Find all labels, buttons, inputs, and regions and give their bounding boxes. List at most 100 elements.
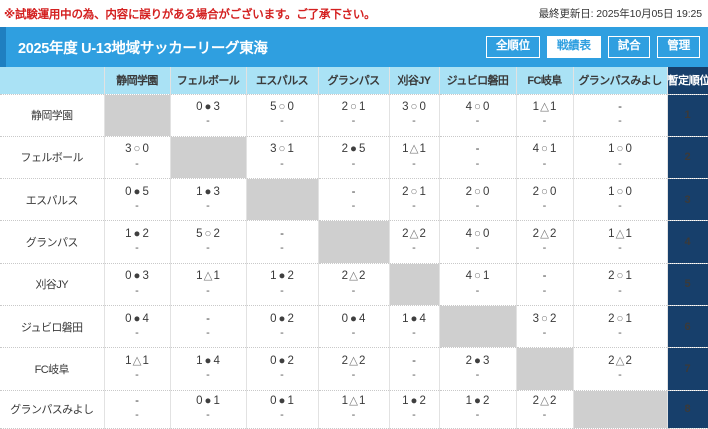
away-score: 4 <box>142 312 149 325</box>
match-result-secondary: - <box>618 242 622 255</box>
match-cell[interactable]: 1△1- <box>104 347 171 391</box>
home-score: 2 <box>608 354 615 367</box>
match-cell[interactable]: 1△1- <box>389 136 440 180</box>
away-score: 1 <box>625 228 632 240</box>
match-result-secondary: - <box>280 115 284 128</box>
self-cell <box>170 136 247 180</box>
match-cell[interactable]: 0 ● 1- <box>246 390 319 429</box>
match-cell-empty[interactable]: -- <box>573 94 668 137</box>
match-cell[interactable]: 4 ○ 0- <box>439 220 517 264</box>
match-cell[interactable]: 1△1- <box>318 390 390 429</box>
match-cell[interactable]: 0 ● 3- <box>104 263 171 306</box>
home-score: 1 <box>608 228 615 240</box>
match-cell[interactable]: 1△1- <box>170 263 247 306</box>
match-cell[interactable]: 2 ● 5- <box>318 136 390 180</box>
nav-button-0[interactable]: 全順位 <box>485 35 540 59</box>
match-cell[interactable]: 2 ○ 1- <box>573 305 668 349</box>
match-cell[interactable]: 2△2- <box>516 220 574 264</box>
win-mark-icon: ○ <box>278 101 286 114</box>
match-cell-empty[interactable]: -- <box>389 347 440 391</box>
match-cell[interactable]: 2△2- <box>318 263 390 306</box>
away-score: 2 <box>287 270 294 283</box>
match-cell[interactable]: 5 ○ 2- <box>170 220 247 264</box>
match-cell[interactable]: 2 ○ 0- <box>516 178 574 222</box>
home-score: 1 <box>196 270 203 283</box>
match-result-secondary: - <box>351 409 356 422</box>
match-cell[interactable]: 5 ○ 0- <box>246 94 319 137</box>
match-cell[interactable]: 1 ● 2- <box>246 263 319 306</box>
match-cell[interactable]: 1 ○ 0- <box>573 178 668 222</box>
match-cell[interactable]: 4 ○ 0- <box>439 94 517 137</box>
standings-table-wrapper: 静岡学園 フェルボール エスパルス グランパス 刈谷JY ジュビロ磐田 FC岐阜 グランパスみ… <box>0 67 708 429</box>
match-cell-empty[interactable]: -- <box>246 220 319 264</box>
match-result-secondary: - <box>206 326 210 339</box>
match-cell-empty[interactable]: -- <box>104 390 171 429</box>
match-cell[interactable]: 2△2- <box>389 220 440 264</box>
away-score: 1 <box>625 312 632 325</box>
match-cell[interactable]: 2△2- <box>516 390 574 429</box>
match-result-secondary: - <box>135 157 139 170</box>
win-mark-icon: ○ <box>616 312 624 325</box>
loss-mark-icon: ● <box>204 101 212 114</box>
match-cell[interactable]: 0 ● 2- <box>246 305 319 349</box>
match-cell-empty[interactable]: -- <box>516 263 574 306</box>
match-cell[interactable]: 2△2- <box>573 347 668 391</box>
match-cell[interactable]: 4 ○ 1- <box>516 136 574 180</box>
match-cell[interactable]: 0 ● 3- <box>170 94 247 137</box>
match-cell[interactable]: 3 ○ 1- <box>246 136 319 180</box>
match-cell[interactable]: 3 ○ 0- <box>104 136 171 180</box>
away-score: 2 <box>483 395 490 408</box>
match-cell-empty[interactable]: -- <box>318 178 390 222</box>
match-cell[interactable]: 2 ○ 1- <box>389 178 440 222</box>
match-cell[interactable]: 2 ○ 1- <box>573 263 668 306</box>
match-cell[interactable]: 1 ● 2- <box>439 390 517 429</box>
table-head: 静岡学園 フェルボール エスパルス グランパス 刈谷JY ジュビロ磐田 FC岐阜 グランパスみ… <box>0 67 708 95</box>
win-mark-icon: ○ <box>410 185 418 198</box>
match-cell[interactable]: 1 ● 3- <box>170 178 247 222</box>
nav-button-2[interactable]: 試合 <box>607 35 651 59</box>
match-cell[interactable]: 1△1- <box>573 220 668 264</box>
match-cell[interactable]: 0 ● 4- <box>318 305 390 349</box>
match-result-primary: 0 ● 3 <box>171 101 246 114</box>
match-cell[interactable]: 1 ● 4- <box>170 347 247 391</box>
match-result-primary: - <box>475 143 480 156</box>
match-cell[interactable]: 1 ● 2- <box>104 220 171 264</box>
match-cell[interactable]: 2 ● 3- <box>439 347 517 391</box>
match-cell[interactable]: 2 ○ 1- <box>318 94 390 137</box>
away-score: 4 <box>213 354 220 367</box>
rank-value: 7 <box>667 347 708 391</box>
match-result-secondary: - <box>618 326 622 339</box>
match-result-primary: 4 ○ 0 <box>440 228 516 241</box>
away-score: 4 <box>419 312 426 325</box>
match-cell[interactable]: 1 ● 4- <box>389 305 440 349</box>
home-score: 2 <box>532 395 539 408</box>
away-score: 1 <box>213 395 220 408</box>
match-cell[interactable]: 1 ● 2- <box>389 390 440 429</box>
match-cell-empty[interactable]: -- <box>170 305 247 349</box>
match-cell[interactable]: 0 ● 4- <box>104 305 171 349</box>
match-result-primary: 5 ○ 0 <box>247 101 318 114</box>
match-cell[interactable]: 1 ○ 0- <box>573 136 668 180</box>
match-cell[interactable]: 4 ○ 1- <box>439 263 517 306</box>
match-cell[interactable]: 2△2- <box>318 347 390 391</box>
match-cell[interactable]: 0 ● 5- <box>104 178 171 222</box>
column-header-5: ジュビロ磐田 <box>439 67 517 95</box>
match-cell[interactable]: 0 ● 2- <box>246 347 319 391</box>
match-cell[interactable]: 3 ○ 2- <box>516 305 574 349</box>
match-result-primary: 3 ○ 0 <box>105 143 170 156</box>
match-cell-empty[interactable]: -- <box>439 136 517 180</box>
nav-button-1[interactable]: 戦績表 <box>546 35 601 59</box>
home-score: 1 <box>270 270 277 283</box>
home-score: 1 <box>532 101 539 114</box>
nav-button-3[interactable]: 管理 <box>657 35 700 59</box>
match-result-primary: 2 ● 3 <box>440 355 516 368</box>
match-cell[interactable]: 2 ○ 0- <box>439 178 517 222</box>
match-cell[interactable]: 3 ○ 0- <box>389 94 440 137</box>
draw-mark-icon: △ <box>615 354 625 367</box>
match-cell[interactable]: 0 ● 1- <box>170 390 247 429</box>
match-result-secondary: - <box>475 409 480 422</box>
loss-mark-icon: ● <box>133 185 141 198</box>
match-cell[interactable]: 1△1- <box>516 94 574 137</box>
nav-button-group: 全順位 戦績表 試合 管理 <box>485 35 700 59</box>
away-score: 2 <box>359 354 366 367</box>
